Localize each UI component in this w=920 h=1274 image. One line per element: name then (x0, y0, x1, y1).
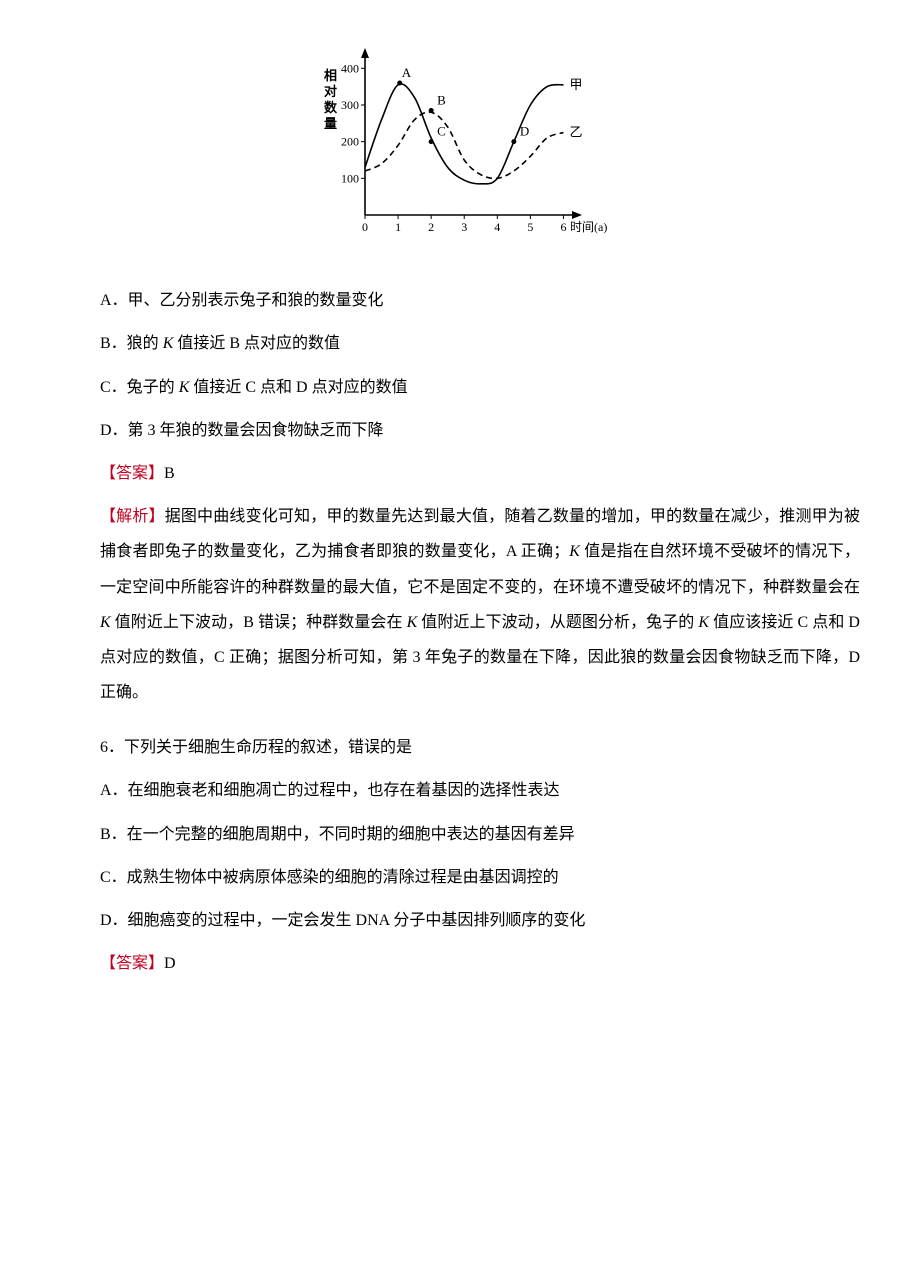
svg-text:相: 相 (324, 68, 337, 83)
svg-text:2: 2 (428, 220, 434, 234)
q5-b-k: K (163, 335, 174, 352)
svg-text:乙: 乙 (569, 125, 582, 140)
answer-label-2: 【答案】 (100, 955, 164, 972)
q5-c-pre: C．兔子的 (100, 379, 179, 396)
svg-text:D: D (520, 124, 529, 139)
svg-text:4: 4 (494, 220, 500, 234)
q5-answer: 【答案】B (100, 456, 860, 491)
svg-text:0: 0 (362, 220, 368, 234)
q6-answer: 【答案】D (100, 946, 860, 981)
q6-option-d: D．细胞癌变的过程中，一定会发生 DNA 分子中基因排列顺序的变化 (100, 903, 860, 938)
q5-b-post: 值接近 B 点对应的数值 (173, 335, 340, 352)
q5-explanation: 【解析】据图中曲线变化可知，甲的数量先达到最大值，随着乙数量的增加，甲的数量在减… (100, 499, 860, 710)
svg-text:A: A (402, 65, 412, 80)
exp-k3: K (407, 614, 418, 631)
answer-label: 【答案】 (100, 465, 164, 482)
q5-option-d: D．第 3 年狼的数量会因食物缺乏而下降 (100, 413, 860, 448)
q5-c-k: K (179, 379, 190, 396)
q6-option-c: C．成熟生物体中被病原体感染的细胞的清除过程是由基因调控的 (100, 860, 860, 895)
svg-text:100: 100 (341, 171, 359, 185)
explain-label: 【解析】 (100, 508, 165, 525)
svg-text:300: 300 (341, 98, 359, 112)
svg-text:甲: 甲 (569, 77, 582, 92)
exp-k1: K (569, 543, 580, 560)
q5-c-post: 值接近 C 点和 D 点对应的数值 (189, 379, 407, 396)
q6-option-b: B．在一个完整的细胞周期中，不同时期的细胞中表达的基因有差异 (100, 817, 860, 852)
svg-text:400: 400 (341, 61, 359, 75)
q5-option-b: B．狼的 K 值接近 B 点对应的数值 (100, 326, 860, 361)
svg-text:200: 200 (341, 135, 359, 149)
svg-text:对: 对 (324, 84, 337, 99)
q5-answer-value: B (164, 465, 175, 482)
svg-text:B: B (437, 93, 446, 108)
q6-answer-value: D (164, 955, 176, 972)
exp-3: 值附近上下波动，B 错误；种群数量会在 (111, 614, 407, 631)
svg-text:1: 1 (395, 220, 401, 234)
q6-option-a: A．在细胞衰老和细胞凋亡的过程中，也存在着基因的选择性表达 (100, 773, 860, 808)
q5-option-c: C．兔子的 K 值接近 C 点和 D 点对应的数值 (100, 370, 860, 405)
svg-text:3: 3 (461, 220, 467, 234)
q5-b-pre: B．狼的 (100, 335, 163, 352)
svg-text:时间(a): 时间(a) (570, 220, 607, 234)
svg-text:数: 数 (324, 100, 338, 115)
q6-stem: 6．下列关于细胞生命历程的叙述，错误的是 (100, 730, 860, 765)
exp-k4: K (698, 614, 709, 631)
svg-text:5: 5 (527, 220, 533, 234)
exp-4: 值附近上下波动，从题图分析，兔子的 (417, 614, 698, 631)
chart-svg: 100 200 300 400 0 1 2 3 4 5 6 相对数量时间(a) 甲乙 A B C D (310, 40, 610, 250)
svg-text:量: 量 (324, 116, 337, 131)
svg-text:6: 6 (560, 220, 566, 234)
exp-k2: K (100, 614, 111, 631)
svg-text:C: C (437, 124, 446, 139)
population-chart: 100 200 300 400 0 1 2 3 4 5 6 相对数量时间(a) 甲乙 A B C D (60, 40, 860, 263)
q5-option-a: A．甲、乙分别表示兔子和狼的数量变化 (100, 283, 860, 318)
